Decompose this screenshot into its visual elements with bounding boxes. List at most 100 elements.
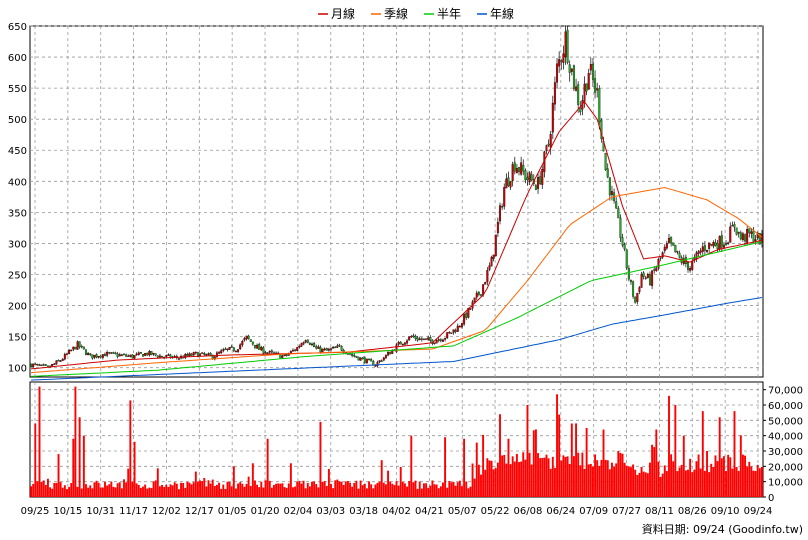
x-tick-22: 09/24 bbox=[744, 506, 773, 517]
candle-body-206 bbox=[465, 313, 468, 319]
volume-bar-280 bbox=[621, 453, 624, 497]
candle-body-218 bbox=[490, 257, 493, 267]
volume-bar-153 bbox=[353, 482, 356, 497]
candle-body-65 bbox=[167, 354, 170, 356]
volume-bar-251 bbox=[560, 460, 563, 497]
candle-body-110 bbox=[262, 347, 265, 354]
candle-body-320 bbox=[706, 250, 709, 252]
candle-body-198 bbox=[448, 332, 451, 334]
candle-body-49 bbox=[133, 355, 136, 359]
volume-bar-230 bbox=[515, 453, 518, 497]
volume-bar-281 bbox=[623, 462, 626, 497]
x-tick-18: 07/27 bbox=[612, 506, 641, 517]
candle-body-241 bbox=[539, 176, 542, 185]
candle-body-44 bbox=[123, 353, 125, 356]
volume-bar-244 bbox=[545, 454, 548, 497]
x-tick-13: 05/07 bbox=[448, 506, 477, 517]
volume-bar-50 bbox=[135, 483, 138, 497]
candle-body-281 bbox=[623, 244, 626, 250]
candle-body-187 bbox=[425, 338, 428, 340]
volume-bar-325 bbox=[716, 461, 719, 497]
candle-body-192 bbox=[435, 340, 438, 344]
volume-bar-211 bbox=[475, 442, 478, 497]
candle-body-78 bbox=[194, 351, 197, 354]
volume-bar-243 bbox=[543, 457, 546, 497]
candle-body-101 bbox=[243, 338, 246, 341]
candle-body-235 bbox=[526, 177, 529, 180]
candle-body-98 bbox=[237, 349, 240, 352]
volume-bar-33 bbox=[99, 487, 102, 497]
candle-body-139 bbox=[323, 348, 326, 351]
price-y-axis: 100 150 200 250 300 350 400 450 500 550 600 650 bbox=[8, 22, 27, 375]
volume-bar-175 bbox=[399, 466, 402, 497]
volume-bar-124 bbox=[292, 487, 294, 497]
volume-bar-27 bbox=[87, 487, 90, 497]
volume-bar-171 bbox=[391, 483, 394, 497]
candle-body-291 bbox=[644, 277, 647, 279]
volume-bar-288 bbox=[638, 472, 641, 497]
candle-body-12 bbox=[55, 360, 58, 365]
volume-bar-209 bbox=[471, 463, 474, 497]
candle-body-141 bbox=[327, 348, 330, 351]
candle-body-303 bbox=[670, 236, 673, 244]
candle-body-62 bbox=[161, 355, 164, 358]
candle-body-222 bbox=[499, 205, 502, 222]
volume-bar-42 bbox=[118, 482, 121, 497]
volume-bar-287 bbox=[636, 475, 639, 497]
volume-bar-176 bbox=[401, 481, 404, 497]
candle-body-56 bbox=[148, 351, 151, 356]
candle-body-265 bbox=[589, 64, 592, 71]
candle-body-43 bbox=[120, 354, 123, 356]
x-tick-4: 12/02 bbox=[152, 506, 181, 517]
volume-bar-134 bbox=[313, 481, 316, 497]
price-tick-2: 200 bbox=[8, 302, 27, 313]
volume-bar-94 bbox=[228, 481, 231, 497]
legend-label-1: 季線 bbox=[384, 6, 408, 21]
candle-body-326 bbox=[718, 236, 721, 250]
candle-body-138 bbox=[321, 348, 324, 353]
volume-bar-292 bbox=[646, 473, 649, 497]
candle-body-200 bbox=[452, 329, 455, 333]
candle-body-260 bbox=[579, 107, 582, 113]
candle-body-165 bbox=[378, 360, 381, 363]
volume-bar-66 bbox=[169, 484, 172, 497]
candle-body-125 bbox=[294, 349, 297, 352]
candle-body-288 bbox=[638, 287, 641, 293]
volume-bar-156 bbox=[359, 480, 362, 497]
candle-body-39 bbox=[112, 352, 115, 354]
volume-bar-72 bbox=[182, 482, 185, 497]
candle-body-193 bbox=[437, 339, 440, 341]
candle-body-234 bbox=[524, 170, 527, 181]
volume-bar-174 bbox=[397, 485, 400, 497]
volume-bar-89 bbox=[218, 482, 221, 497]
candle-body-169 bbox=[387, 352, 390, 356]
volume-bar-165 bbox=[378, 481, 381, 497]
volume-bar-51 bbox=[137, 484, 140, 497]
candle-body-173 bbox=[395, 344, 398, 352]
candle-body-343 bbox=[754, 239, 757, 241]
candle-body-212 bbox=[477, 292, 480, 295]
candle-body-197 bbox=[446, 332, 449, 339]
volume-bar-272 bbox=[604, 459, 607, 497]
candle-body-28 bbox=[89, 353, 92, 355]
volume-bar-126 bbox=[296, 481, 299, 497]
volume-bar-333 bbox=[733, 411, 736, 497]
volume-bar-220 bbox=[494, 468, 497, 497]
volume-bar-192 bbox=[435, 484, 438, 497]
volume-bar-222 bbox=[499, 414, 501, 497]
volume-bar-37 bbox=[108, 484, 111, 497]
candle-body-195 bbox=[441, 339, 444, 342]
volume-bar-284 bbox=[630, 467, 632, 497]
legend-label-3: 年線 bbox=[490, 6, 514, 21]
volume-bar-96 bbox=[232, 466, 235, 497]
candle-body-146 bbox=[338, 344, 341, 347]
candle-body-330 bbox=[727, 242, 730, 245]
candle-body-219 bbox=[492, 254, 495, 259]
candle-body-51 bbox=[137, 352, 140, 355]
volume-bar-7 bbox=[44, 484, 47, 497]
volume-bar-158 bbox=[363, 483, 366, 497]
volume-bar-95 bbox=[230, 486, 233, 497]
volume-bar-98 bbox=[237, 483, 240, 497]
volume-bar-53 bbox=[142, 486, 144, 497]
candle-body-202 bbox=[456, 325, 459, 332]
